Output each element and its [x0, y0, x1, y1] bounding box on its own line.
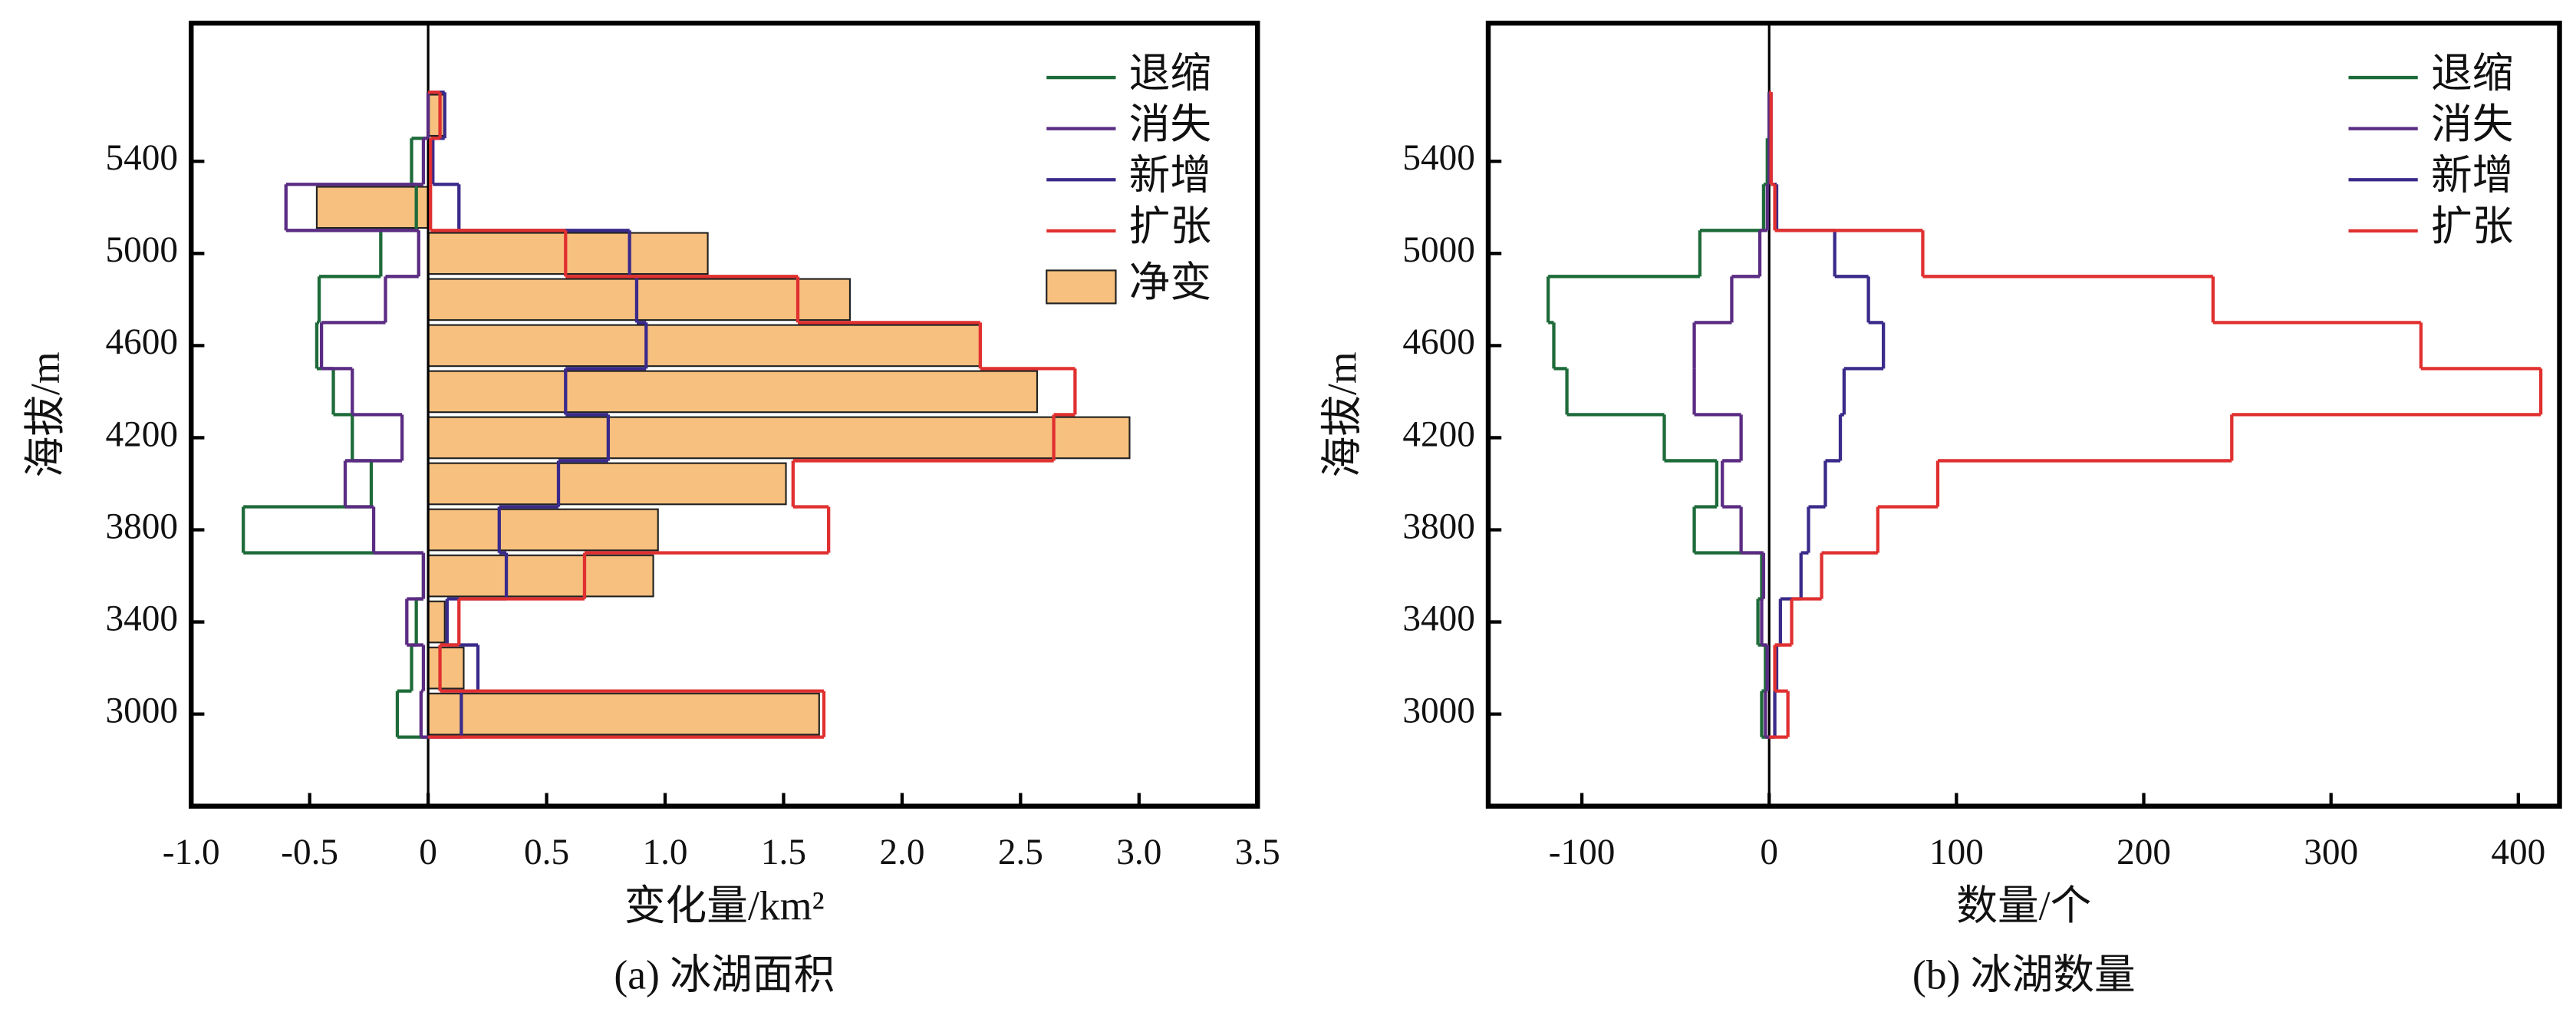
- y-tick-label: 3000: [1402, 691, 1474, 730]
- x-axis-label: 数量/个: [1956, 882, 2091, 928]
- y-axis-label: 海拔/m: [1319, 351, 1365, 477]
- bar: [427, 324, 981, 368]
- legend-swatch: [1046, 269, 1117, 305]
- y-tick-label: 5000: [106, 230, 179, 270]
- y-tick-label: 3800: [106, 506, 179, 546]
- x-tick-label: -1.0: [163, 833, 220, 872]
- panel: 3000 3400 3800 4200 4600 5000 5400 -100 0 100 200 3…: [1319, 20, 2562, 998]
- x-tick-label: 200: [2116, 833, 2171, 872]
- x-tick-label: 100: [1929, 833, 1984, 872]
- plot-frame: [188, 20, 1260, 809]
- legend-label: 新增: [1129, 153, 1211, 199]
- x-tick-label: 1.5: [761, 833, 806, 872]
- legend-label: 退缩: [1129, 50, 1211, 96]
- y-tick-label: 5000: [1402, 230, 1474, 270]
- caption: (a) 冰湖面积: [614, 952, 835, 998]
- y-tick-label: 4200: [1402, 414, 1474, 454]
- x-tick-label: -0.5: [281, 833, 338, 872]
- y-axis-label: 海拔/m: [22, 351, 68, 477]
- y-tick-label: 3000: [106, 691, 179, 730]
- y-tick-label: 3400: [1402, 598, 1474, 638]
- legend-label: 退缩: [2431, 50, 2513, 96]
- x-tick-label: 400: [2491, 833, 2545, 872]
- x-tick-label: 300: [2304, 833, 2358, 872]
- bar: [427, 554, 654, 598]
- y-tick-label: 4200: [106, 414, 179, 454]
- legend-label: 扩张: [2431, 203, 2513, 249]
- panel: 3000 3400 3800 4200 4600 5000 5400 -1.0 -0.5 0 0.5…: [22, 20, 1280, 998]
- bar: [427, 462, 787, 506]
- bar: [427, 94, 446, 137]
- plot-frame: [1485, 20, 2562, 809]
- x-tick-label: 0: [419, 833, 437, 872]
- bar: [427, 692, 820, 736]
- x-tick-label: 3.5: [1235, 833, 1280, 872]
- bar: [427, 370, 1039, 414]
- bar: [427, 232, 709, 275]
- x-tick-label: 0: [1760, 833, 1778, 872]
- x-tick-label: 0.5: [524, 833, 569, 872]
- x-tick-label: 3.0: [1116, 833, 1161, 872]
- y-tick-label: 5400: [1402, 138, 1474, 178]
- x-tick-label: 2.5: [998, 833, 1043, 872]
- y-tick-label: 3400: [106, 598, 179, 638]
- caption: (b) 冰湖数量: [1912, 952, 2136, 998]
- y-tick-label: 3800: [1402, 506, 1474, 546]
- legend-label: 扩张: [1129, 203, 1211, 249]
- legend-label: 净变: [1129, 259, 1211, 305]
- bar: [315, 186, 430, 229]
- bar: [427, 278, 852, 321]
- x-axis-label: 变化量/km²: [624, 882, 825, 928]
- bar: [427, 600, 446, 644]
- x-tick-label: -100: [1549, 833, 1616, 872]
- x-tick-label: 2.0: [879, 833, 924, 872]
- x-tick-label: 1.0: [642, 833, 687, 872]
- y-tick-label: 5400: [106, 138, 179, 178]
- legend-label: 消失: [2431, 101, 2513, 147]
- y-tick-label: 4600: [1402, 322, 1474, 362]
- y-tick-label: 4600: [106, 322, 179, 362]
- legend-label: 消失: [1129, 101, 1211, 147]
- bar: [427, 508, 659, 552]
- legend-label: 新增: [2431, 153, 2513, 199]
- bar: [427, 646, 465, 690]
- bar: [427, 416, 1131, 460]
